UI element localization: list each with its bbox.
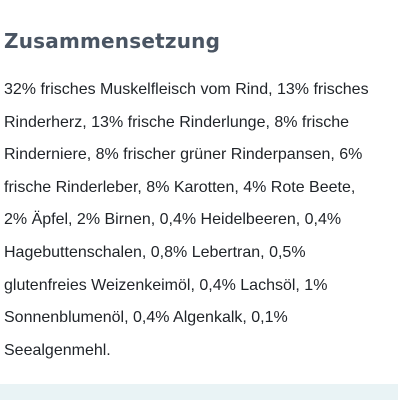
ingredients-line: 2% Äpfel, 2% Birnen, 0,4% Heidelbeeren, … [4, 211, 342, 229]
ingredients-line: Hagebuttenschalen, 0,8% Lebertran, 0,5% [4, 243, 306, 261]
ingredients-line: Sonnenblumenöl, 0,4% Algenkalk, 0,1% [4, 309, 288, 327]
ingredients-line: Seealgenmehl. [4, 341, 111, 359]
ingredients-line: frische Rinderleber, 8% Karotten, 4% Rot… [4, 178, 356, 196]
info-panel [0, 384, 398, 400]
section-title: Zusammensetzung [4, 29, 221, 53]
ingredients-line: glutenfreies Weizenkeimöl, 0,4% Lachsöl,… [4, 276, 328, 294]
ingredients-line: Rinderniere, 8% frischer grüner Rinderpa… [4, 146, 363, 164]
ingredients-text: 32% frisches Muskelfleisch vom Rind, 13%… [4, 74, 400, 367]
ingredients-line: Rinderherz, 13% frische Rinderlunge, 8% … [4, 113, 350, 131]
ingredients-line: 32% frisches Muskelfleisch vom Rind, 13%… [4, 81, 369, 98]
